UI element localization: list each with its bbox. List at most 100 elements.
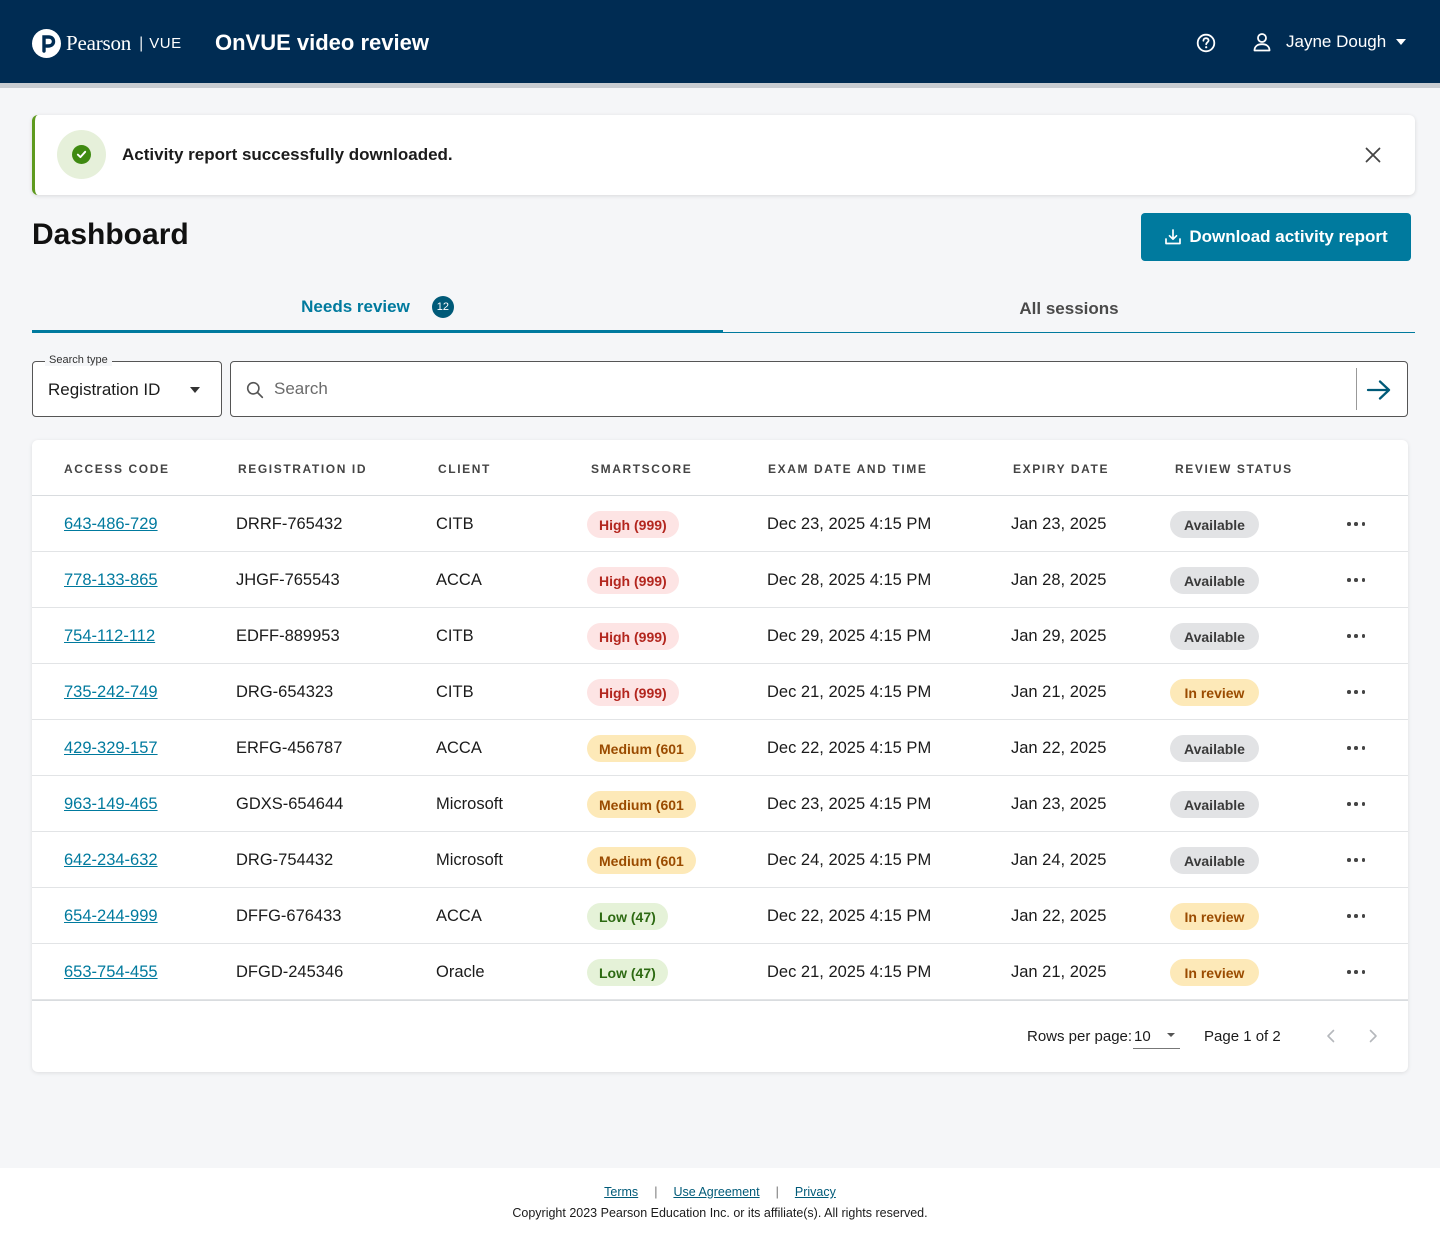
review-status-badge: Available	[1170, 735, 1259, 762]
access-code-link[interactable]: 642-234-632	[64, 851, 158, 869]
registration-id-cell: DRG-754432	[236, 851, 334, 869]
access-code-link[interactable]: 778-133-865	[64, 571, 158, 589]
pearson-vue-logo[interactable]: Pearson | VUE	[32, 29, 182, 58]
chevron-down-icon	[1396, 39, 1407, 45]
user-menu[interactable]: Jayne Dough	[1252, 32, 1407, 52]
exam-date-cell: Dec 21, 2025 4:15 PM	[767, 683, 932, 701]
column-header-exam-date[interactable]: EXAM DATE AND TIME	[768, 462, 928, 476]
footer-link-privacy[interactable]: Privacy	[794, 1185, 836, 1199]
review-status-badge: In review	[1170, 903, 1259, 930]
table-row[interactable]: 653-754-455 DFGD-245346 Oracle Dec 21, 2025…	[32, 944, 1408, 1000]
review-status-badge: Available	[1170, 511, 1259, 538]
smartscore-badge: Medium (601	[587, 735, 696, 762]
access-code-link[interactable]: 735-242-749	[64, 683, 158, 701]
expiry-date-cell: Jan 22, 2025	[1011, 739, 1107, 757]
footer-separator: |	[654, 1185, 658, 1199]
expiry-date-cell: Jan 29, 2025	[1011, 627, 1107, 645]
expiry-date-cell: Jan 23, 2025	[1011, 795, 1107, 813]
brand-name: Pearson	[66, 31, 132, 55]
tab-needs-review[interactable]: Needs review 12	[32, 284, 723, 333]
expiry-date-cell: Jan 22, 2025	[1011, 907, 1107, 925]
search-input[interactable]	[274, 372, 1344, 406]
rows-per-page-select[interactable]: 10	[1133, 1025, 1180, 1049]
download-activity-report-button[interactable]: Download activity report	[1141, 213, 1411, 261]
search-type-label: Search type	[45, 354, 112, 366]
footer-link-use-agreement[interactable]: Use Agreement	[673, 1185, 760, 1199]
access-code-link[interactable]: 429-329-157	[64, 739, 158, 757]
access-code-link[interactable]: 654-244-999	[64, 907, 158, 925]
table-header: ACCESS CODE REGISTRATION ID CLIENT SMART…	[32, 440, 1408, 496]
tab-label: All sessions	[1019, 298, 1119, 318]
column-header-smartscore[interactable]: SMARTSCORE	[591, 462, 693, 476]
column-header-expiry-date[interactable]: EXPIRY DATE	[1013, 462, 1110, 476]
registration-id-cell: DRRF-765432	[236, 515, 343, 533]
access-code-link[interactable]: 963-149-465	[64, 795, 158, 813]
help-icon[interactable]	[1196, 33, 1216, 53]
table-row[interactable]: 642-234-632 DRG-754432 Microsoft Dec 24, 20…	[32, 832, 1408, 888]
more-options-icon[interactable]	[1347, 739, 1365, 757]
registration-id-cell: DFFG-676433	[236, 907, 342, 925]
arrow-right-icon[interactable]	[1366, 378, 1392, 402]
column-header-access-code[interactable]: ACCESS CODE	[64, 462, 170, 476]
smartscore-badge: High (999)	[587, 567, 679, 594]
client-cell: ACCA	[436, 571, 482, 589]
review-status-badge: In review	[1170, 679, 1259, 706]
expiry-date-cell: Jan 23, 2025	[1011, 515, 1107, 533]
column-header-registration-id[interactable]: REGISTRATION ID	[238, 462, 368, 476]
app-title: OnVUE video review	[215, 30, 429, 55]
client-cell: Oracle	[436, 963, 485, 981]
footer-link-terms[interactable]: Terms	[604, 1185, 639, 1199]
exam-date-cell: Dec 23, 2025 4:15 PM	[767, 795, 932, 813]
review-status-badge: Available	[1170, 791, 1259, 818]
access-code-link[interactable]: 653-754-455	[64, 963, 158, 981]
access-code-link[interactable]: 754-112-112	[64, 627, 156, 645]
success-icon-container	[57, 130, 106, 179]
table-row[interactable]: 735-242-749 DRG-654323 CITB Dec 21, 2025 4:…	[32, 664, 1408, 720]
user-name: Jayne Dough	[1286, 32, 1387, 51]
client-cell: Microsoft	[436, 851, 503, 869]
search-type-value: Registration ID	[48, 380, 161, 399]
smartscore-badge: Low (47)	[587, 959, 668, 986]
exam-date-cell: Dec 24, 2025 4:15 PM	[767, 851, 932, 869]
table-row[interactable]: 643-486-729 DRRF-765432 CITB Dec 23, 2025 4…	[32, 496, 1408, 552]
search-icon	[246, 381, 264, 399]
expiry-date-cell: Jan 21, 2025	[1011, 963, 1107, 981]
table-row[interactable]: 778-133-865 JHGF-765543 ACCA Dec 28, 2025 4…	[32, 552, 1408, 608]
table-row[interactable]: 654-244-999 DFFG-676433 ACCA Dec 22, 2025 4…	[32, 888, 1408, 944]
column-header-review-status[interactable]: REVIEW STATUS	[1175, 462, 1293, 476]
more-options-icon[interactable]	[1347, 795, 1365, 813]
tab-bar: Needs review 12 All sessions	[32, 284, 1415, 333]
table-row[interactable]: 963-149-465 GDXS-654644 Microsoft Dec 23, 2…	[32, 776, 1408, 832]
more-options-icon[interactable]	[1347, 851, 1365, 869]
check-circle-icon	[72, 145, 91, 164]
smartscore-badge: High (999)	[587, 511, 679, 538]
search-type-select[interactable]: Search type Registration ID	[32, 354, 222, 417]
registration-id-cell: EDFF-889953	[236, 627, 340, 645]
more-options-icon[interactable]	[1347, 683, 1365, 701]
close-icon[interactable]	[1364, 146, 1382, 164]
more-options-icon[interactable]	[1347, 515, 1365, 533]
exam-date-cell: Dec 29, 2025 4:15 PM	[767, 627, 932, 645]
registration-id-cell: DFGD-245346	[236, 963, 344, 981]
table-row[interactable]: 754-112-112 EDFF-889953 CITB Dec 29, 2025 4…	[32, 608, 1408, 664]
table-row[interactable]: 429-329-157 ERFG-456787 ACCA Dec 22, 2025 4…	[32, 720, 1408, 776]
chevron-down-icon	[1167, 1033, 1175, 1037]
client-cell: Microsoft	[436, 795, 503, 813]
registration-id-cell: GDXS-654644	[236, 795, 344, 813]
brand-separator: |	[139, 34, 144, 52]
chevron-right-icon[interactable]	[1364, 1027, 1382, 1045]
smartscore-badge: Medium (601	[587, 791, 696, 818]
page-footer: Terms | Use Agreement | Privacy Copyrigh…	[0, 1168, 1440, 1236]
more-options-icon[interactable]	[1347, 907, 1365, 925]
review-status-badge: Available	[1170, 623, 1259, 650]
tab-all-sessions[interactable]: All sessions	[723, 284, 1415, 333]
more-options-icon[interactable]	[1347, 963, 1365, 981]
column-header-client[interactable]: CLIENT	[438, 462, 491, 476]
chevron-left-icon[interactable]	[1322, 1027, 1340, 1045]
more-options-icon[interactable]	[1347, 571, 1365, 589]
more-options-icon[interactable]	[1347, 627, 1365, 645]
access-code-link[interactable]: 643-486-729	[64, 515, 158, 533]
client-cell: ACCA	[436, 739, 482, 757]
copyright-text: Copyright 2023 Pearson Education Inc. or…	[512, 1206, 928, 1220]
client-cell: ACCA	[436, 907, 482, 925]
